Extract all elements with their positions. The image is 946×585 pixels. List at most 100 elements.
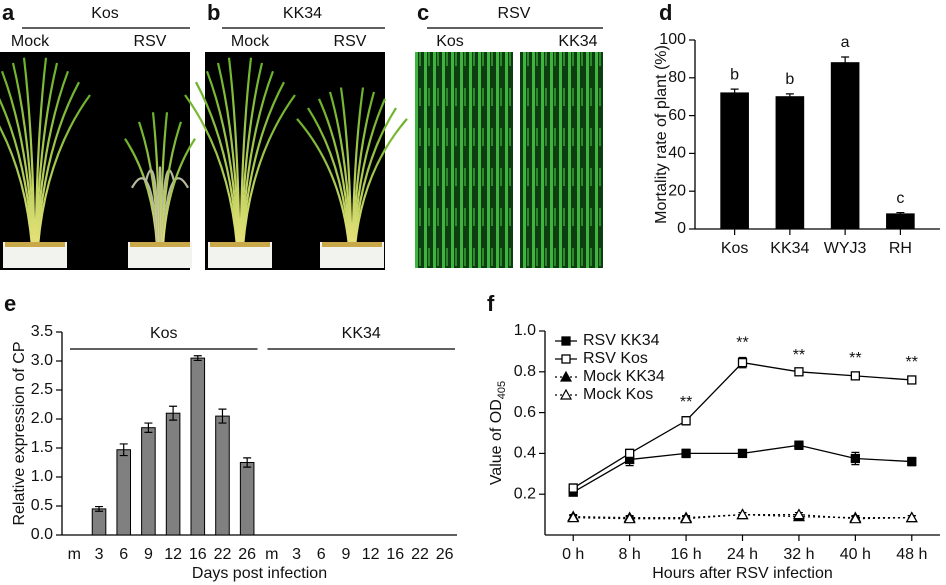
y-tick-label: 3.5 bbox=[31, 323, 53, 340]
y-tick-label: 0.2 bbox=[514, 485, 536, 502]
column-label: KK34 bbox=[558, 33, 597, 50]
error-bar bbox=[730, 88, 739, 98]
annotation: ** bbox=[849, 350, 861, 367]
x-tick-label: 12 bbox=[164, 546, 182, 563]
error-bar bbox=[95, 505, 104, 512]
annotation: ** bbox=[680, 394, 692, 411]
error-bar bbox=[193, 355, 202, 362]
bar bbox=[116, 449, 132, 536]
y-tick-label: 1.0 bbox=[514, 322, 536, 339]
significance-letter: b bbox=[785, 71, 794, 88]
x-tick-label: 3 bbox=[292, 546, 301, 563]
leaf-blade bbox=[328, 91, 352, 247]
x-tick-label: 22 bbox=[214, 546, 232, 563]
bar bbox=[141, 427, 156, 536]
annotation: ** bbox=[906, 354, 918, 371]
bar bbox=[830, 62, 860, 230]
x-tick-label: 16 bbox=[386, 546, 404, 563]
x-tick-label: KK34 bbox=[770, 240, 809, 257]
annotation: ** bbox=[793, 347, 805, 364]
photo bbox=[520, 52, 603, 268]
leaf-blade bbox=[195, 81, 239, 247]
panel-label: e bbox=[4, 291, 16, 316]
bar bbox=[190, 357, 206, 536]
leaf-blade bbox=[296, 118, 351, 247]
x-tick-label: 6 bbox=[119, 546, 128, 563]
significance-letter: b bbox=[730, 66, 739, 83]
leaf-blade bbox=[0, 97, 34, 247]
y-tick-label: 2.5 bbox=[31, 381, 53, 398]
marker bbox=[907, 375, 917, 385]
y-tick-label: 1.5 bbox=[31, 439, 53, 456]
x-tick-label: m bbox=[68, 546, 81, 563]
x-tick-label: 32 h bbox=[783, 546, 814, 563]
bar bbox=[215, 415, 230, 536]
y-axis-title-text: Value of OD bbox=[488, 399, 505, 485]
y-tick-label: 0.0 bbox=[31, 526, 53, 543]
bar bbox=[775, 96, 805, 230]
leaf-blade bbox=[241, 94, 296, 247]
leaf-blade bbox=[205, 70, 240, 247]
marker bbox=[568, 483, 578, 493]
panel-label: a bbox=[2, 0, 15, 25]
marker bbox=[736, 508, 749, 520]
marker bbox=[567, 511, 580, 523]
x-axis-title: Days post infection bbox=[192, 565, 327, 582]
y-axis-title: Relative expression of CP bbox=[11, 341, 28, 525]
leaf-blade bbox=[241, 81, 285, 247]
y-tick-label: 0.6 bbox=[514, 404, 536, 421]
x-tick-label: 40 h bbox=[840, 546, 871, 563]
x-tick-label: RH bbox=[889, 240, 912, 257]
group-label: Kos bbox=[150, 325, 178, 342]
marker bbox=[907, 456, 917, 467]
error-bar bbox=[169, 405, 178, 421]
y-tick-label: 2.0 bbox=[31, 410, 53, 427]
marker bbox=[623, 512, 636, 524]
y-tick-label: 1.0 bbox=[31, 468, 53, 485]
y-tick-label: 0 bbox=[677, 220, 686, 237]
marker bbox=[794, 440, 804, 450]
y-axis-title: Value of OD405 bbox=[488, 381, 508, 485]
legend-marker bbox=[559, 388, 573, 400]
leaf-blade bbox=[216, 62, 240, 247]
marker bbox=[794, 367, 804, 377]
bar bbox=[91, 508, 107, 536]
leaf-blade bbox=[307, 107, 351, 247]
soil bbox=[130, 242, 190, 247]
legend-label: RSV KK34 bbox=[583, 332, 660, 349]
leaf-blade bbox=[34, 57, 48, 247]
legend-marker bbox=[559, 370, 573, 382]
column-label: Kos bbox=[436, 33, 464, 50]
x-tick-label: m bbox=[265, 546, 278, 563]
y-axis-title: Mortality rate of plant (%) bbox=[653, 45, 670, 224]
error-bar bbox=[218, 408, 227, 424]
panel-title: Kos bbox=[91, 5, 119, 22]
leaf-blade bbox=[240, 70, 275, 247]
x-tick-label: 24 h bbox=[727, 546, 758, 563]
x-tick-label: 9 bbox=[144, 546, 153, 563]
soil bbox=[5, 242, 65, 247]
marker bbox=[850, 371, 861, 381]
marker bbox=[681, 416, 691, 426]
x-tick-label: 16 bbox=[189, 546, 207, 563]
y-tick-label: 40 bbox=[668, 145, 686, 162]
x-tick-label: 16 h bbox=[671, 546, 702, 563]
error-bar bbox=[144, 422, 153, 433]
leaf-blade bbox=[161, 138, 196, 247]
y-tick-label: 3.0 bbox=[31, 352, 53, 369]
y-axis-title-text: Relative expression of CP bbox=[11, 341, 28, 525]
leaf-blade bbox=[352, 91, 376, 247]
bar bbox=[165, 412, 181, 536]
marker bbox=[624, 448, 635, 459]
x-tick-label: 12 bbox=[362, 546, 380, 563]
bar bbox=[720, 92, 749, 230]
error-bar bbox=[243, 457, 252, 468]
y-tick-label: 100 bbox=[659, 31, 686, 48]
y-axis-title-subscript: 405 bbox=[496, 381, 508, 399]
leaf-blade bbox=[353, 118, 408, 247]
legend-marker bbox=[561, 354, 571, 364]
leaf-blade bbox=[0, 125, 34, 247]
leaf-blade bbox=[240, 62, 264, 247]
leaf-blade bbox=[131, 177, 159, 247]
